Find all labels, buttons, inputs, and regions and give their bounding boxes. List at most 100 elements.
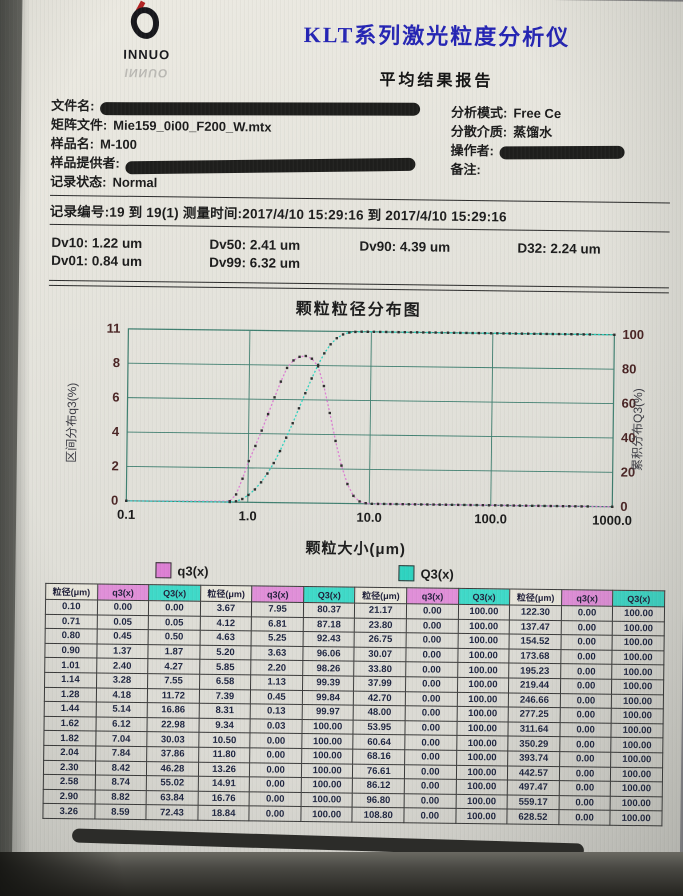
table-cell: 48.00: [353, 705, 406, 721]
table-cell: 0.00: [404, 793, 456, 809]
table-cell: 108.80: [352, 807, 405, 823]
table-cell: 8.74: [94, 775, 147, 791]
table-cell: 0.00: [406, 618, 459, 634]
table-cell: 0.00: [558, 795, 611, 811]
file-name-label: 文件名:: [51, 97, 95, 114]
table-cell: 0.00: [559, 766, 611, 782]
file-name-redaction: [100, 102, 421, 116]
table-cell: 0.00: [560, 678, 613, 694]
remark-line: 备注:: [450, 160, 670, 182]
table-cell: 0.00: [560, 620, 613, 636]
table-cell: 100.00: [457, 648, 510, 664]
brand-logo: INNUO INNUO: [91, 0, 202, 81]
results-table: 粒径(μm) q3(x) Q3(x) 粒径(μm) q3(x) Q3(x) 粒径(μm) q3…: [42, 583, 665, 826]
table-cell: 100.00: [301, 719, 354, 735]
table-cell: 5.25: [251, 631, 304, 647]
record-line: 记录编号:19 到 19(1) 测量时间:2017/4/10 15:29:16 …: [49, 203, 507, 225]
table-cell: 33.80: [354, 661, 406, 677]
logo-reflection: INNUO: [123, 65, 170, 81]
table-cell: 0.00: [559, 707, 612, 724]
table-cell: 53.95: [353, 719, 406, 736]
table-cell: 8.82: [94, 789, 147, 805]
matrix-file-value: Mie159_0i00_F200_W.mtx: [113, 117, 272, 135]
table-cell: 0.00: [250, 733, 302, 749]
table-cell: 9.34: [198, 717, 251, 734]
table-cell: 0.00: [405, 691, 458, 707]
sample-provider-redaction: [125, 157, 416, 175]
table-cell: 16.86: [147, 702, 200, 718]
table-cell: 173.68: [509, 648, 561, 665]
table-cell: 0.13: [250, 704, 303, 720]
table-cell: 1.14: [44, 672, 97, 688]
table-cell: 311.64: [508, 721, 560, 737]
table-cell: 246.66: [508, 692, 561, 708]
sample-provider-label: 样品提供者:: [50, 154, 120, 171]
table-cell: 0.90: [44, 643, 97, 659]
table-cell: 100.00: [610, 752, 663, 768]
svg-text:6: 6: [112, 389, 119, 404]
svg-text:0: 0: [111, 493, 118, 508]
table-cell: 99.84: [302, 690, 354, 706]
table-cell: 100.00: [456, 706, 509, 722]
table-cell: 7.55: [147, 673, 200, 689]
table-cell: 100.00: [611, 723, 664, 739]
table-cell: 98.26: [302, 660, 355, 677]
table-cell: 100.00: [457, 662, 510, 678]
table-cell: 137.47: [509, 619, 562, 635]
table-cell: 0.00: [559, 736, 612, 753]
logo-mark-icon: [125, 0, 169, 46]
table-cell: 100.00: [455, 794, 508, 810]
column-header-Q3: Q3(x): [458, 588, 510, 606]
table-cell: 100.00: [301, 763, 354, 779]
table-cell: 16.76: [197, 790, 250, 807]
table-cell: 195.23: [508, 663, 561, 679]
table-cell: 350.29: [507, 736, 560, 752]
table-cell: 100.00: [301, 748, 354, 764]
table-cell: 497.47: [507, 780, 560, 796]
svg-text:1000.0: 1000.0: [592, 513, 632, 528]
svg-text:40: 40: [621, 430, 636, 445]
dv-value-d32: D32: 2.24 um: [517, 240, 601, 257]
svg-text:20: 20: [621, 464, 636, 479]
table-cell: 100.00: [612, 635, 665, 651]
legend-label-Q3: Q3(x): [420, 565, 454, 582]
column-header-size: 粒径(μm): [509, 589, 562, 606]
info-block: 文件名: 矩阵文件: Mie159_0i00_F200_W.mtx 样品名: M-100…: [50, 96, 671, 199]
table-cell: 100.00: [611, 708, 664, 724]
chart-legend: q3(x) Q3(x): [155, 562, 665, 584]
table-cell: 21.17: [354, 603, 407, 619]
table-cell: 7.95: [251, 601, 304, 618]
column-header-q3: q3(x): [251, 585, 304, 603]
table-cell: 100.00: [612, 620, 665, 637]
table-cell: 100.00: [612, 650, 665, 666]
table-cell: 2.40: [96, 658, 149, 674]
table-cell: 6.12: [95, 716, 148, 732]
sample-name-value: M-100: [99, 136, 137, 152]
operator-redaction: [499, 145, 625, 160]
chart-canvas: 0 2 4 6 8 11 0 20 40 60 80 100 0.1 1.0 10.0 100.0 1000.0: [107, 321, 645, 528]
table-cell: 60.64: [353, 734, 406, 750]
table-cell: 0.00: [405, 676, 458, 692]
table-cell: 100.00: [457, 618, 510, 635]
column-header-Q3: Q3(x): [148, 584, 201, 602]
table-cell: 0.50: [148, 629, 200, 646]
table-cell: 100.00: [456, 735, 509, 751]
table-cell: 0.00: [558, 809, 611, 826]
table-cell: 0.00: [404, 778, 457, 795]
table-cell: 100.00: [610, 781, 663, 797]
table-cell: 26.75: [354, 632, 407, 648]
table-cell: 1.37: [96, 643, 149, 659]
table-cell: 99.39: [302, 675, 355, 691]
table-cell: 2.20: [250, 660, 303, 676]
svg-text:4: 4: [112, 424, 120, 439]
table-cell: 80.37: [303, 602, 356, 618]
table-cell: 14.91: [197, 776, 250, 792]
table-cell: 5.14: [95, 702, 148, 718]
table-cell: 0.00: [405, 720, 457, 736]
table-cell: 86.12: [352, 778, 405, 794]
table-cell: 3.67: [200, 601, 252, 617]
table-cell: 0.00: [404, 749, 457, 765]
y-axis-label-left: 区间分布q3(%): [64, 382, 80, 463]
table-cell: 100.00: [610, 810, 663, 826]
table-cell: 96.06: [302, 646, 355, 662]
